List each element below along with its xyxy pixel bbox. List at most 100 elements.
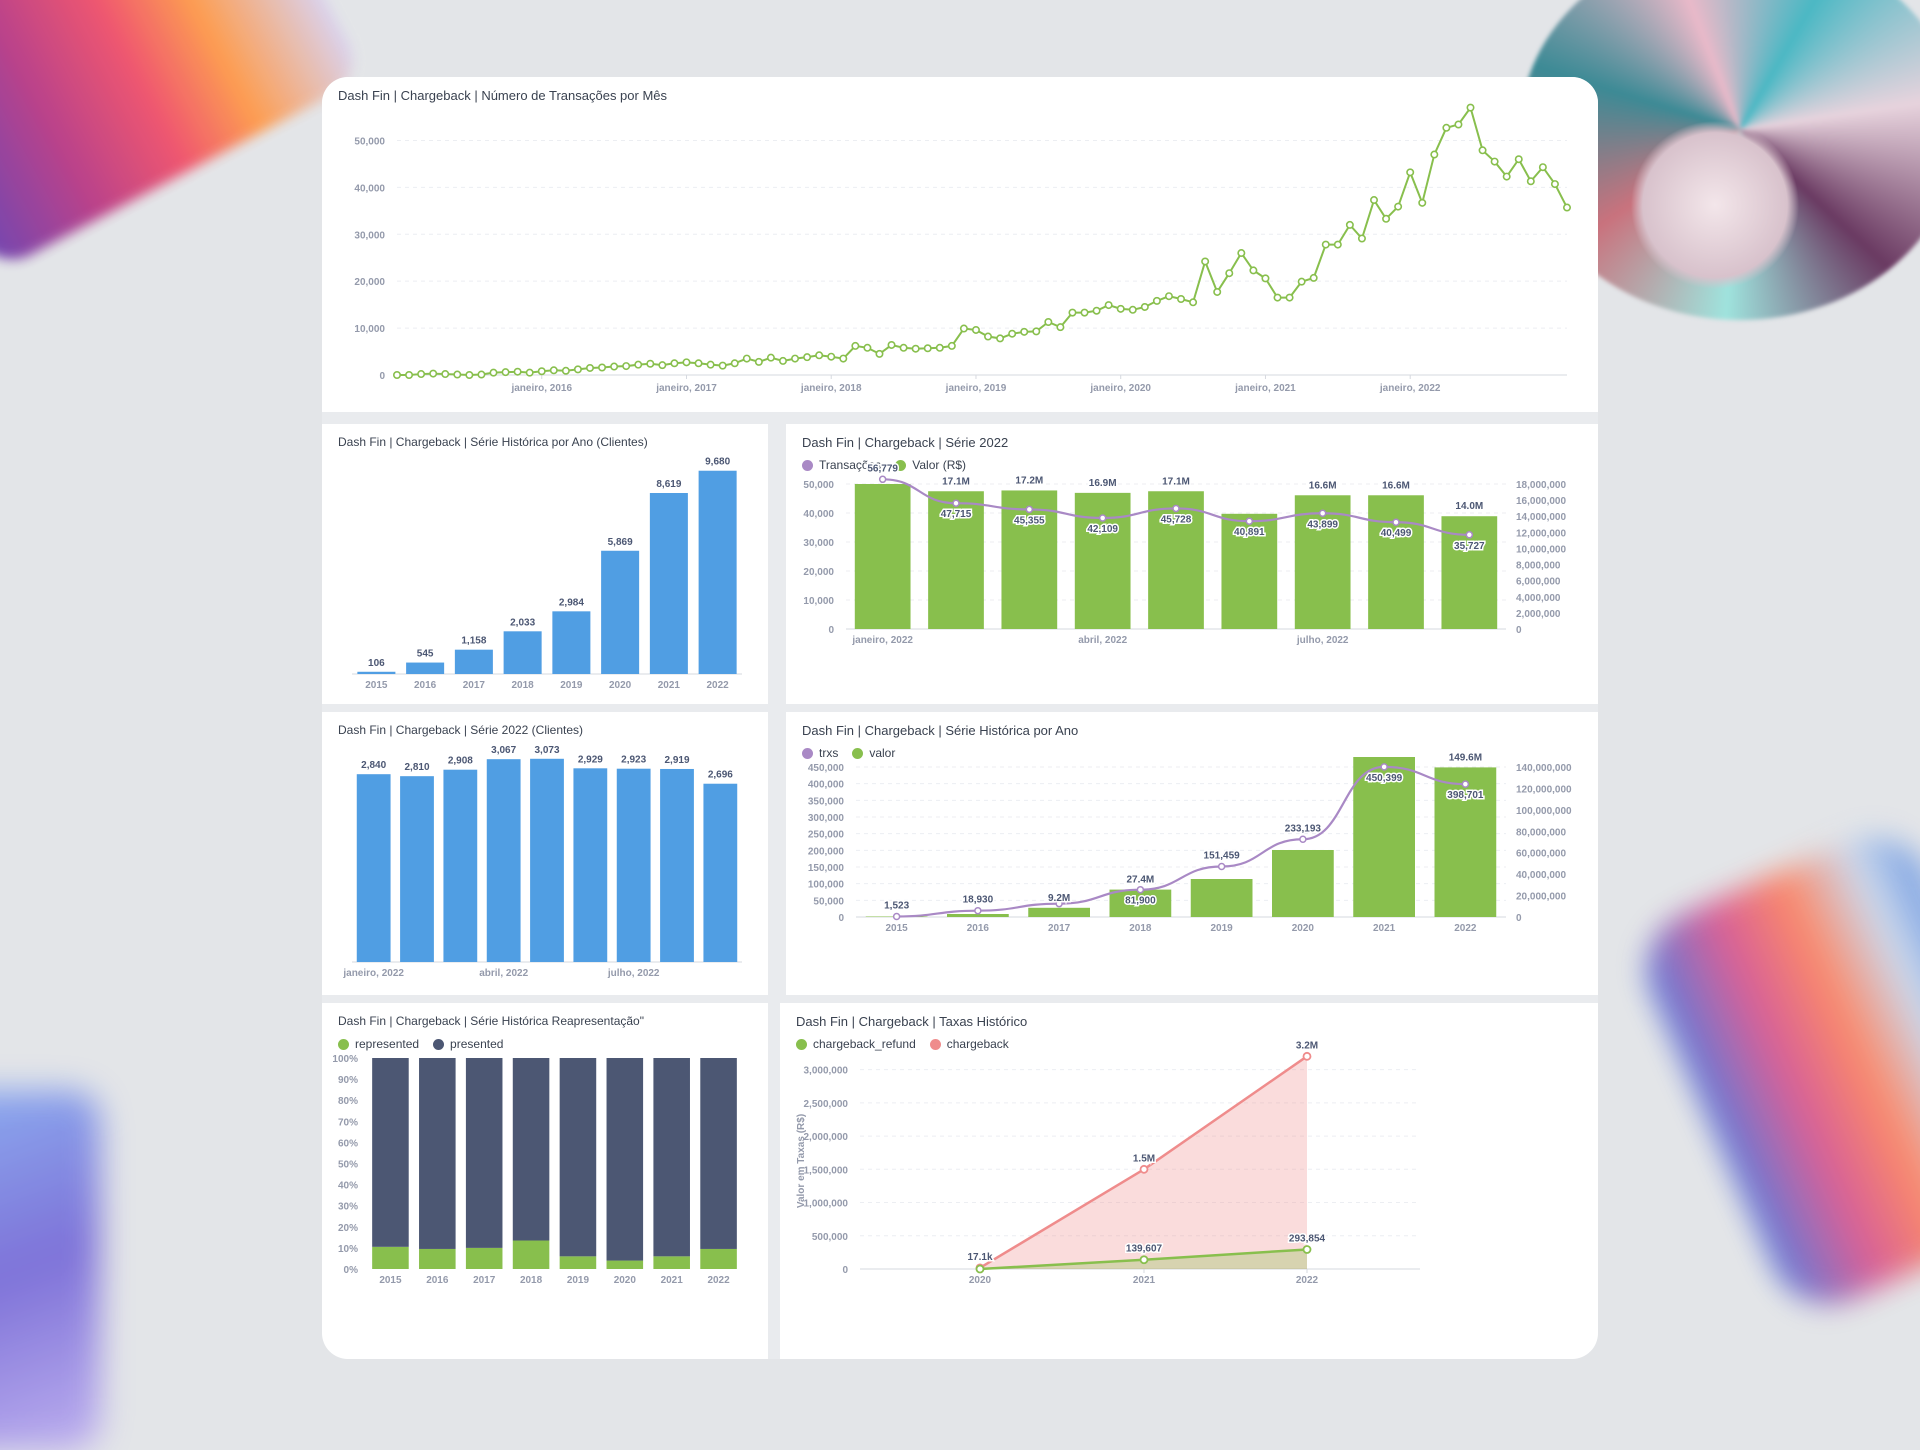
data-point — [393, 370, 402, 379]
data-point — [1092, 306, 1101, 315]
x-tick-label: abril, 2022 — [1078, 635, 1127, 646]
bar — [1221, 513, 1278, 629]
data-point — [827, 352, 836, 361]
y-tick-label: 50% — [338, 1160, 358, 1171]
legend-dot — [338, 1038, 349, 1050]
data-label: 2,810 — [404, 762, 429, 773]
data-point — [441, 370, 450, 379]
y-tick-label: 1,000,000 — [804, 1199, 849, 1210]
data-point — [429, 369, 438, 378]
legend-item[interactable]: trxs — [802, 746, 838, 760]
data-point — [1514, 155, 1523, 164]
x-tick-label: 2016 — [967, 923, 990, 934]
data-point — [1442, 123, 1451, 132]
bar — [601, 550, 640, 674]
legend-item[interactable]: represented — [338, 1037, 419, 1051]
data-point — [803, 353, 812, 362]
right-y-tick-label: 80,000,000 — [1516, 827, 1566, 838]
data-point — [1502, 172, 1511, 181]
data-label: 3,073 — [534, 745, 559, 756]
right-y-tick-label: 100,000,000 — [1516, 806, 1572, 817]
right-y-tick-label: 16,000,000 — [1516, 496, 1566, 507]
data-point — [501, 368, 510, 377]
data-point — [974, 906, 982, 915]
y-tick-label: 500,000 — [812, 1232, 849, 1243]
bar-presented — [512, 1058, 550, 1241]
data-point — [1454, 120, 1463, 129]
legend-item[interactable]: chargeback — [929, 1037, 1009, 1051]
series-2022-clients-chart: 2,840 2,810 2,908 3,067 3,073 2,929 2,923 2,919… — [342, 743, 742, 979]
x-tick-label: 2021 — [1133, 1275, 1156, 1286]
data-point — [815, 351, 824, 360]
x-tick-label: janeiro, 2017 — [655, 383, 717, 394]
bar — [928, 491, 984, 629]
left-y-tick-label: 30,000 — [803, 538, 834, 549]
legend-item[interactable]: valor — [852, 746, 895, 760]
data-label: 81,900 — [1125, 896, 1156, 907]
card-monthly-transactions: Dash Fin | Chargeback | Número de Transa… — [322, 77, 1598, 412]
bar — [486, 759, 521, 962]
data-point — [1213, 287, 1222, 296]
data-point — [513, 367, 522, 376]
bar-presented — [559, 1058, 597, 1257]
y-tick-label: 2,500,000 — [804, 1099, 849, 1110]
data-point — [1302, 1245, 1312, 1254]
bar-represented — [606, 1260, 644, 1269]
data-point — [1406, 168, 1415, 177]
x-tick-label: janeiro, 2018 — [800, 383, 862, 394]
data-point — [1056, 323, 1065, 332]
data-label: 42,109 — [1087, 524, 1118, 535]
data-point — [1380, 763, 1388, 771]
data-label: 16.6M — [1309, 480, 1337, 491]
card-fees-history: Dash Fin | Chargeback | Taxas Histórico … — [780, 1003, 1598, 1359]
data-label: 16.9M — [1089, 478, 1117, 489]
data-point — [899, 343, 908, 352]
representation-chart: 0% 10% 20% 30% 40% 50% 60% 70% 80% 90% 100% 2015 201… — [332, 1054, 737, 1286]
data-point — [754, 357, 763, 366]
data-point — [670, 359, 679, 368]
data-point — [1172, 504, 1180, 513]
left-y-tick-label: 250,000 — [808, 830, 845, 841]
bar — [1368, 495, 1424, 629]
data-point — [971, 325, 980, 334]
legend: represented presented — [338, 1037, 503, 1051]
data-point — [1245, 517, 1254, 525]
legend-label: valor — [869, 746, 896, 760]
left-y-tick-label: 20,000 — [803, 567, 834, 578]
data-point — [1357, 234, 1366, 243]
data-point — [1321, 240, 1330, 249]
left-y-tick-label: 400,000 — [808, 780, 845, 791]
data-point — [1139, 1255, 1149, 1265]
fees-history-chart: 0 500,000 1,000,000 1,500,000 2,000,000 2,500… — [796, 1039, 1420, 1286]
data-point — [1164, 292, 1173, 301]
y-tick-label: 40,000 — [354, 183, 385, 194]
left-y-tick-label: 450,000 — [808, 763, 845, 774]
series-area — [980, 1056, 1307, 1269]
bar-presented — [653, 1058, 690, 1257]
data-point — [892, 912, 901, 921]
data-point — [610, 362, 619, 371]
data-point — [549, 366, 558, 375]
x-tick-label: 2017 — [463, 680, 486, 691]
data-point — [718, 361, 727, 370]
card-title: Dash Fin | Chargeback | Número de Transa… — [338, 88, 668, 103]
series-line — [896, 765, 1466, 918]
data-point — [1392, 518, 1400, 526]
bar — [530, 758, 564, 962]
legend-item[interactable]: chargeback_refund — [796, 1037, 916, 1051]
bar — [454, 649, 493, 674]
legend-item[interactable]: Transações — [802, 458, 881, 472]
data-label: 9,680 — [705, 457, 730, 468]
x-tick-label: 2019 — [567, 1275, 590, 1286]
data-point — [1550, 180, 1559, 189]
right-y-tick-label: 6,000,000 — [1516, 577, 1561, 588]
data-label: 17.1k — [967, 1252, 992, 1263]
y-tick-label: 10% — [338, 1244, 358, 1255]
data-point — [1020, 327, 1029, 336]
data-point — [489, 368, 498, 377]
y-tick-label: 20% — [338, 1223, 358, 1234]
legend-item[interactable]: presented — [433, 1037, 503, 1051]
bar — [400, 776, 434, 962]
data-point — [1249, 266, 1258, 275]
legend-item[interactable]: Valor (R$) — [895, 458, 966, 472]
